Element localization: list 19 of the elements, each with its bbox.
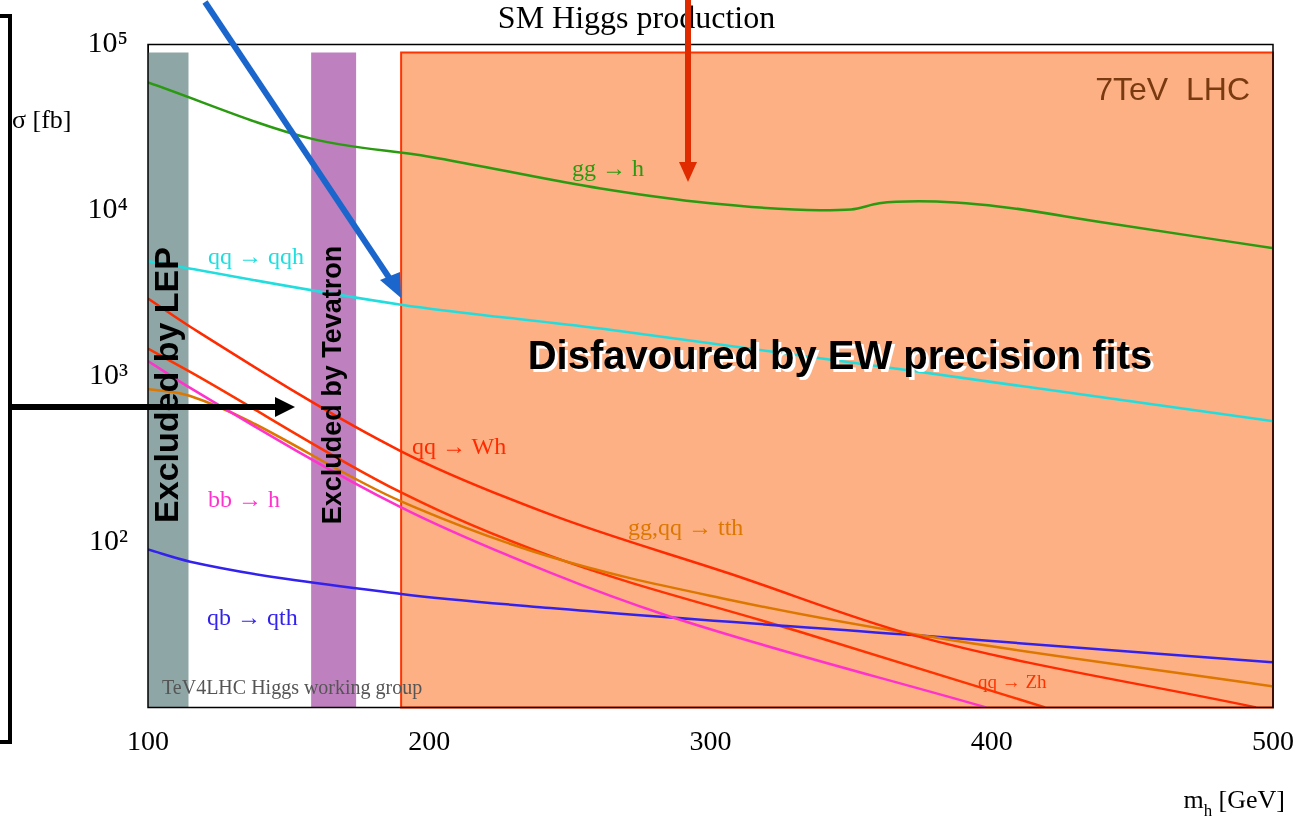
line-series: [148, 548, 1273, 664]
annotation: 7TeV LHC: [1095, 71, 1250, 107]
y-tick-label: 10⁵: [87, 25, 128, 59]
series-label: qb → qth: [207, 604, 298, 630]
band-label: Excluded by Tevatron: [317, 245, 348, 525]
y-tick-label: 10³: [89, 356, 128, 390]
x-tick-label: 200: [408, 724, 451, 756]
x-tick-label: 400: [970, 724, 1013, 756]
y-tick-label: 10⁴: [87, 191, 128, 225]
x-tick-label: 500: [1252, 724, 1294, 756]
series-label: qq → qqh: [208, 243, 304, 269]
y-tick-label: 10²: [89, 522, 128, 556]
x-tick-label: 100: [127, 724, 169, 756]
y-axis-title: σ [fb]: [12, 105, 72, 134]
series-label: qq → Wh: [412, 433, 507, 459]
series-label: gg,qq → tth: [628, 514, 744, 540]
series-label: gg → h: [572, 155, 644, 181]
series-label: bb → h: [208, 486, 280, 512]
x-tick-label: 300: [689, 724, 732, 756]
